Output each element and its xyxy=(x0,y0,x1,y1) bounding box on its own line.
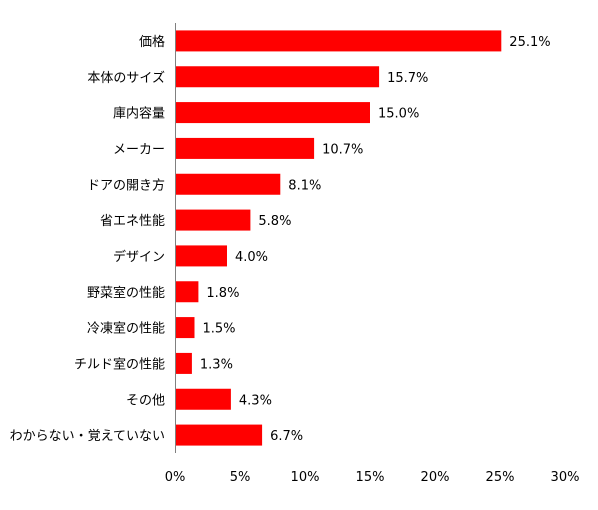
category-label: 庫内容量 xyxy=(113,106,165,122)
bar-9 xyxy=(176,352,192,374)
category-label: わからない・覚えていない xyxy=(10,429,165,444)
bar-8 xyxy=(176,317,195,339)
value-label: 5.8% xyxy=(258,214,291,229)
value-label: 8.1% xyxy=(288,178,321,193)
bar-5 xyxy=(176,209,251,231)
x-tick-label: 10% xyxy=(291,470,320,485)
bar-4 xyxy=(176,173,281,195)
category-label: チルド室の性能 xyxy=(74,356,165,372)
x-tick-label: 0% xyxy=(165,470,186,485)
bar-3 xyxy=(176,137,315,159)
bar-10 xyxy=(176,388,231,410)
value-label: 25.1% xyxy=(509,35,550,50)
value-label: 15.0% xyxy=(378,107,419,122)
category-label: その他 xyxy=(126,393,165,408)
value-label: 15.7% xyxy=(387,71,428,86)
category-label: 野菜室の性能 xyxy=(87,285,165,301)
bar-0 xyxy=(176,30,502,52)
value-label: 10.7% xyxy=(322,142,363,157)
category-label: 省エネ性能 xyxy=(100,214,165,229)
category-label: 冷凍室の性能 xyxy=(87,321,165,337)
bar-7 xyxy=(176,281,199,303)
value-labels: 25.1% 15.7% 15.0% 10.7% 8.1% 5.8% 4.0% 1.8% 1.5%… xyxy=(200,35,551,444)
category-label: 価格 xyxy=(139,34,165,50)
value-label: 1.3% xyxy=(200,357,233,372)
bar-2 xyxy=(176,102,370,124)
category-label: 本体のサイズ xyxy=(87,70,165,86)
bars-group xyxy=(176,30,502,446)
bar-1 xyxy=(176,66,380,88)
category-label: デザイン xyxy=(113,249,165,265)
category-label: ドアの開き方 xyxy=(87,177,165,193)
x-tick-label: 5% xyxy=(230,470,251,485)
value-label: 4.3% xyxy=(239,393,272,408)
value-label: 1.5% xyxy=(203,322,236,337)
bar-6 xyxy=(176,245,227,267)
category-label: メーカー xyxy=(113,142,165,157)
x-tick-label: 20% xyxy=(421,470,450,485)
category-labels: 価格本体のサイズ庫内容量メーカードアの開き方省エネ性能デザイン野菜室の性能冷凍室… xyxy=(10,34,165,444)
x-tick-label: 30% xyxy=(551,470,580,485)
x-tick-labels: 0% 5% 10% 15% 20% 25% 30% xyxy=(165,470,580,485)
value-label: 4.0% xyxy=(235,250,268,265)
bar-11 xyxy=(176,424,263,446)
x-tick-label: 15% xyxy=(356,470,385,485)
x-tick-label: 25% xyxy=(486,470,515,485)
value-label: 6.7% xyxy=(270,429,303,444)
value-label: 1.8% xyxy=(206,286,239,301)
